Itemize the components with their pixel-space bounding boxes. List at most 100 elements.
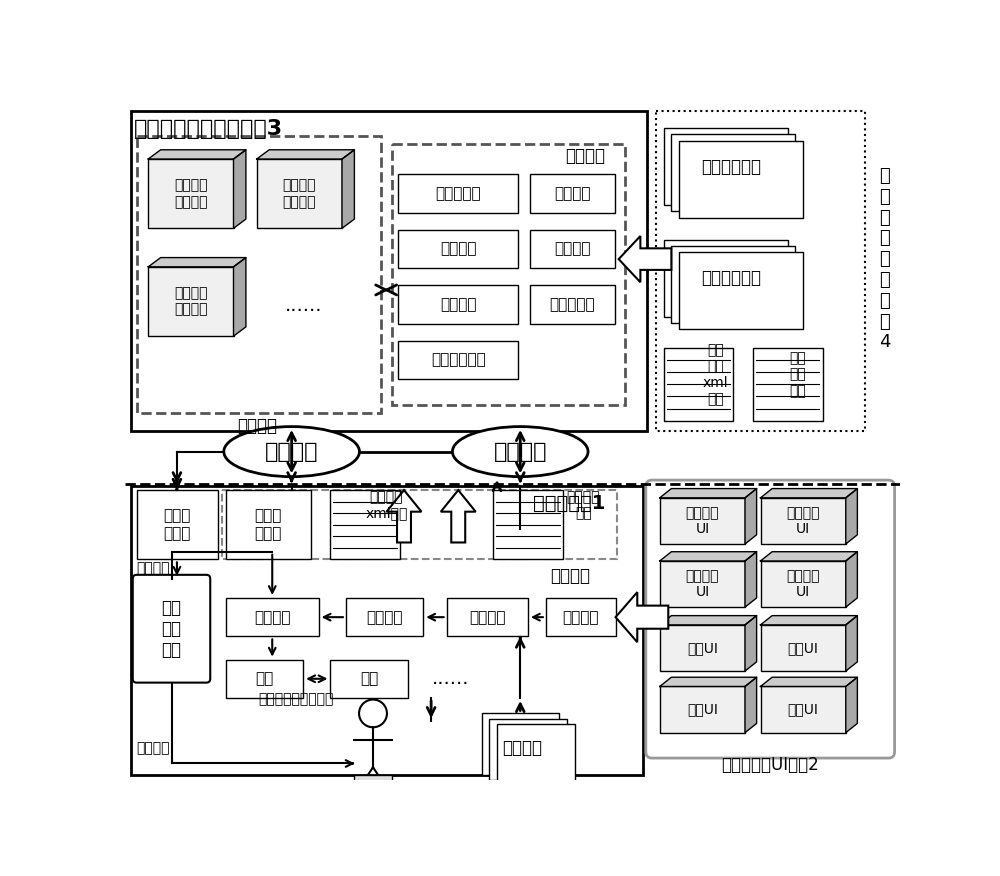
Text: 结果数据文件: 结果数据文件 [701, 270, 761, 287]
Bar [398, 174, 518, 213]
Polygon shape [441, 490, 476, 542]
Bar [671, 246, 795, 323]
Bar [226, 598, 319, 637]
Bar [660, 625, 745, 671]
Bar [761, 561, 846, 607]
Bar [398, 286, 518, 324]
Polygon shape [761, 489, 857, 498]
Text: 格式统一: 格式统一 [366, 610, 403, 625]
Bar [660, 687, 745, 732]
Text: 算法结构
xml文件: 算法结构 xml文件 [365, 490, 408, 520]
Bar [546, 598, 616, 637]
Polygon shape [660, 552, 757, 561]
Text: 算法UI: 算法UI [687, 703, 718, 717]
Text: 算法服务: 算法服务 [237, 417, 277, 435]
FancyBboxPatch shape [646, 480, 895, 758]
Polygon shape [234, 150, 246, 229]
Polygon shape [846, 616, 857, 671]
Bar [761, 687, 846, 732]
Bar [398, 341, 518, 379]
Bar [656, 111, 865, 431]
Bar [530, 174, 615, 213]
Text: 数据导入: 数据导入 [562, 610, 599, 625]
Text: 原始文件: 原始文件 [502, 739, 542, 757]
Ellipse shape [224, 427, 359, 477]
Text: 数据导入: 数据导入 [554, 187, 590, 201]
Text: 服
务
器
端
磁
盘
阵
列
4: 服 务 器 端 磁 盘 阵 列 4 [879, 167, 890, 351]
Bar [131, 486, 643, 775]
Text: 原始数
据文件: 原始数 据文件 [255, 509, 282, 541]
Polygon shape [616, 592, 668, 642]
Bar [761, 625, 846, 671]
Text: 格式统一: 格式统一 [440, 242, 477, 257]
Text: 指令接口: 指令接口 [494, 442, 547, 462]
Polygon shape [846, 677, 857, 732]
Polygon shape [148, 150, 246, 159]
Text: 结果数
据文件: 结果数 据文件 [163, 509, 191, 541]
Text: 算法编辑、参数配置: 算法编辑、参数配置 [258, 692, 333, 706]
Text: 算法UI: 算法UI [788, 703, 819, 717]
Text: 数据接口: 数据接口 [265, 442, 318, 462]
Bar [226, 490, 311, 560]
Text: 客户端算法UI单元2: 客户端算法UI单元2 [721, 756, 819, 774]
Text: 数据选择
UI: 数据选择 UI [686, 569, 719, 599]
Polygon shape [619, 236, 671, 282]
Text: 算法UI: 算法UI [687, 641, 718, 655]
Polygon shape [761, 616, 857, 625]
Text: 算法服务启动: 算法服务启动 [431, 352, 486, 368]
Polygon shape [745, 552, 757, 607]
Polygon shape [745, 489, 757, 544]
Polygon shape [660, 616, 757, 625]
Polygon shape [234, 258, 246, 336]
Text: 格式统一
UI: 格式统一 UI [786, 505, 820, 536]
Text: 算法画布: 算法画布 [550, 567, 590, 585]
Text: 新算法加载: 新算法加载 [549, 297, 595, 312]
Text: 参数配置
文件: 参数配置 文件 [567, 490, 600, 520]
Bar [354, 775, 392, 792]
Text: 算法后台
计算模块: 算法后台 计算模块 [283, 179, 316, 208]
Text: 数据选择: 数据选择 [469, 610, 506, 625]
Text: 系统服务: 系统服务 [566, 147, 606, 166]
Polygon shape [342, 150, 354, 229]
Bar [679, 252, 803, 329]
Text: 算法后台
计算模块: 算法后台 计算模块 [174, 286, 208, 316]
Text: 客户端平台1: 客户端平台1 [533, 494, 606, 513]
Text: 数据编辑
UI: 数据编辑 UI [786, 569, 820, 599]
Text: 原始数据文件: 原始数据文件 [701, 158, 761, 176]
Bar [131, 111, 647, 431]
Text: 算法UI: 算法UI [788, 641, 819, 655]
Bar [482, 713, 559, 775]
Bar [148, 159, 234, 229]
Polygon shape [745, 677, 757, 732]
Bar [346, 598, 423, 637]
Bar [148, 267, 234, 336]
Text: 参数
配置
文件: 参数 配置 文件 [789, 351, 806, 398]
Text: 服务器端算法服务平台3: 服务器端算法服务平台3 [134, 119, 283, 139]
Polygon shape [660, 677, 757, 687]
Text: 算法
结构
xml
文件: 算法 结构 xml 文件 [702, 343, 728, 406]
Bar [753, 348, 822, 420]
Polygon shape [745, 616, 757, 671]
Bar [398, 230, 518, 268]
Text: 数据
查看
窗口: 数据 查看 窗口 [162, 599, 182, 659]
Polygon shape [761, 552, 857, 561]
Bar [392, 144, 625, 406]
Text: 数据提取: 数据提取 [554, 242, 590, 257]
Bar [497, 724, 574, 786]
Bar [664, 240, 788, 317]
Polygon shape [387, 490, 421, 542]
Circle shape [359, 700, 387, 727]
Bar [660, 561, 745, 607]
Text: 数据导入
UI: 数据导入 UI [686, 505, 719, 536]
Bar [679, 140, 803, 217]
Polygon shape [257, 150, 354, 159]
Bar [664, 128, 788, 205]
Text: 算法: 算法 [255, 671, 274, 686]
Polygon shape [846, 552, 857, 607]
Bar [493, 490, 563, 560]
Text: 数据编辑: 数据编辑 [254, 610, 290, 625]
Polygon shape [148, 258, 246, 267]
Bar [137, 490, 218, 560]
Bar [530, 286, 615, 324]
Bar [761, 498, 846, 544]
